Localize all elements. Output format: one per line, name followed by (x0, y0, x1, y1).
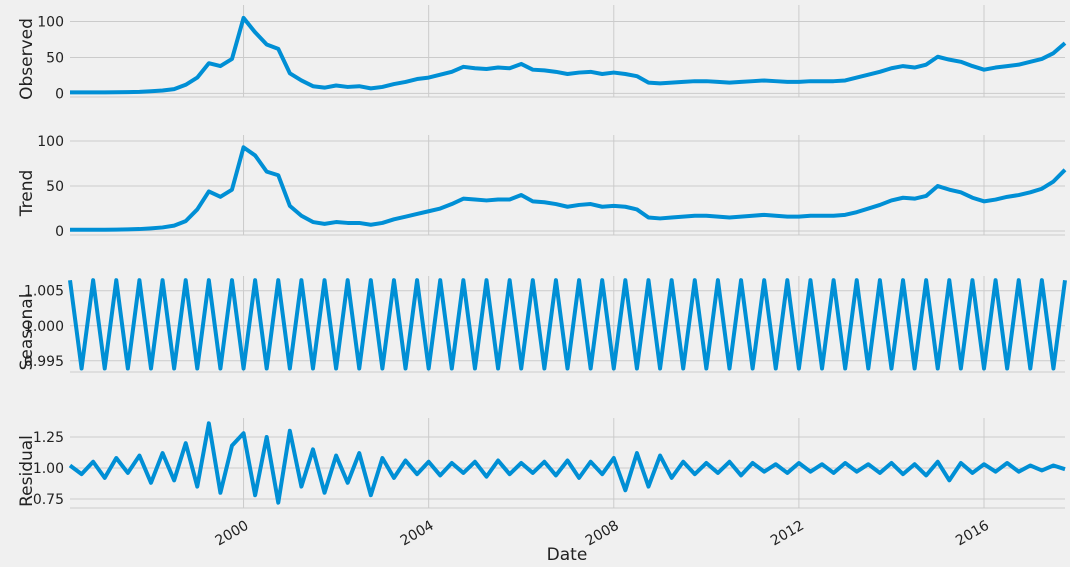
y-tick-label: 100 (37, 15, 64, 31)
y-tick-label: 100 (37, 134, 64, 150)
x-tick-label: 2000 (213, 518, 252, 550)
series-line (68, 421, 1066, 505)
y-axis-label: Trend (17, 170, 37, 218)
x-axis-label: Date (547, 545, 588, 565)
x-tick-label: 2004 (398, 518, 437, 550)
y-tick-label: 0.995 (24, 354, 64, 370)
y-tick-label: 0 (55, 224, 64, 240)
x-tick-label: 2016 (953, 518, 992, 550)
y-tick-label: 0 (55, 86, 64, 102)
y-tick-label: 1.25 (33, 430, 64, 446)
series-line (70, 15, 1067, 95)
x-tick-label: 2012 (768, 518, 807, 550)
series-line (70, 145, 1067, 232)
y-axis-label: Seasonal (17, 294, 37, 371)
y-tick-label: 0.75 (33, 492, 64, 508)
y-axis-label: Residual (17, 435, 37, 507)
x-tick-label: 2008 (583, 518, 622, 550)
y-tick-label: 50 (46, 179, 64, 195)
y-axis-label: Observed (17, 18, 37, 100)
y-tick-label: 1.005 (24, 284, 64, 300)
series-line (68, 278, 1067, 371)
y-tick-label: 1.000 (24, 319, 64, 335)
y-tick-label: 1.00 (33, 461, 64, 477)
y-tick-label: 50 (46, 50, 64, 66)
